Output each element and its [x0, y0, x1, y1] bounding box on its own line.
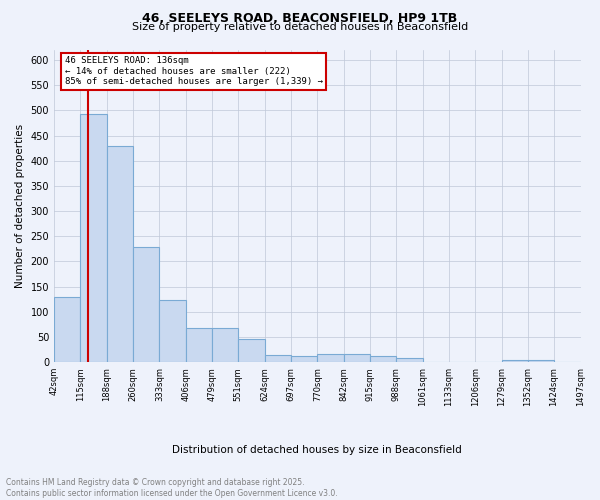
- Bar: [107, 146, 133, 362]
- Text: 46 SEELEYS ROAD: 136sqm
← 14% of detached houses are smaller (222)
85% of semi-d: 46 SEELEYS ROAD: 136sqm ← 14% of detache…: [65, 56, 323, 86]
- Bar: [54, 296, 80, 362]
- Bar: [528, 360, 554, 362]
- Bar: [265, 354, 291, 362]
- Bar: [133, 247, 160, 362]
- Bar: [80, 114, 107, 362]
- Bar: [502, 360, 528, 362]
- Text: 46, SEELEYS ROAD, BEACONSFIELD, HP9 1TB: 46, SEELEYS ROAD, BEACONSFIELD, HP9 1TB: [142, 12, 458, 24]
- X-axis label: Distribution of detached houses by size in Beaconsfield: Distribution of detached houses by size …: [172, 445, 462, 455]
- Bar: [238, 339, 265, 362]
- Bar: [160, 300, 186, 362]
- Text: Size of property relative to detached houses in Beaconsfield: Size of property relative to detached ho…: [132, 22, 468, 32]
- Bar: [397, 358, 423, 362]
- Bar: [344, 354, 370, 362]
- Bar: [317, 354, 344, 362]
- Bar: [186, 328, 212, 362]
- Bar: [370, 356, 397, 362]
- Bar: [291, 356, 317, 362]
- Text: Contains HM Land Registry data © Crown copyright and database right 2025.
Contai: Contains HM Land Registry data © Crown c…: [6, 478, 338, 498]
- Bar: [212, 328, 238, 362]
- Y-axis label: Number of detached properties: Number of detached properties: [15, 124, 25, 288]
